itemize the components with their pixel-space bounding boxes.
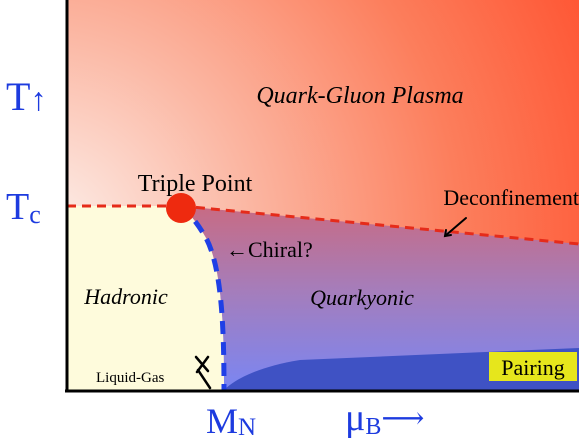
liquid-gas-marker [194,355,212,390]
x-axis-label: μB⟶ [345,397,424,439]
y-axis-label: T↑ [6,74,46,119]
quarkyonic-region [181,206,579,390]
deconfinement-line-2 [180,204,579,246]
triple-point-label: Triple Point [138,171,253,197]
hadronic-region [67,206,224,390]
pairing-label: Pairing [501,355,565,380]
chiral-line [179,204,227,391]
liquid-gas-label: Liquid-Gas [96,370,164,386]
tc-label: Tc [6,186,41,229]
deconfinement-label: Deconfinement [443,185,579,210]
deconfinement-pointer-icon [443,217,467,238]
chiral-label: ←Chiral? [226,237,313,262]
pairing-label-background [489,352,577,381]
qgp-label: Quark-Gluon Plasma [256,83,463,109]
triple-point-marker [166,193,196,223]
hadronic-label: Hadronic [83,284,168,309]
mn-label: MN [206,401,256,439]
quarkyonic-label: Quarkyonic [310,285,414,310]
